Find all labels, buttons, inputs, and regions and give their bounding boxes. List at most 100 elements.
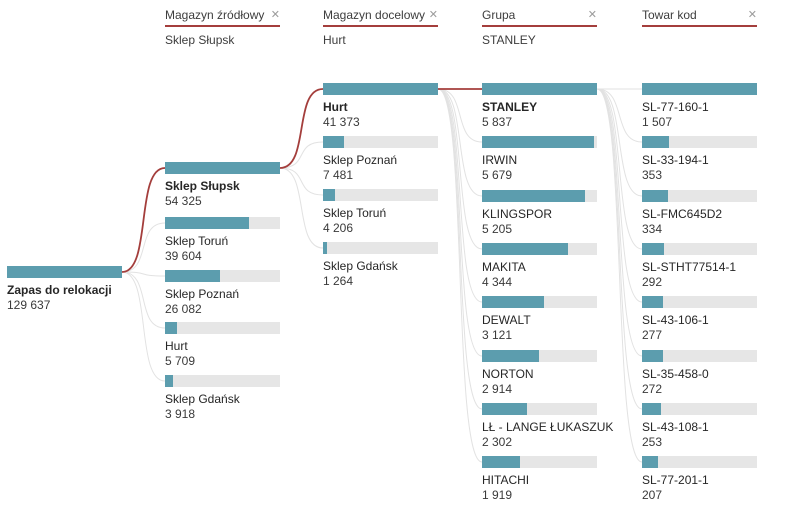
filter-selected-value: Hurt [323, 33, 346, 47]
filter-selected-value [642, 33, 757, 47]
tree-node[interactable]: Sklep Toruń 39 604 [165, 217, 280, 263]
connector-line [437, 88, 483, 143]
tree-node[interactable]: SL-33-194-1 353 [642, 136, 757, 182]
node-bar [323, 136, 438, 148]
tree-node[interactable]: Sklep Gdańsk 3 918 [165, 375, 280, 421]
tree-node[interactable]: Hurt 5 709 [165, 322, 280, 368]
tree-node[interactable]: LŁ - LANGE ŁUKASZUK 2 302 [482, 403, 614, 449]
filter-field-label: Towar kod [642, 8, 697, 22]
tree-node[interactable]: SL-STHT77514-1 292 [642, 243, 757, 289]
node-label: DEWALT [482, 313, 531, 327]
tree-node[interactable]: SL-77-160-1 1 507 [642, 83, 757, 129]
node-bar [323, 83, 438, 95]
filter-selected-value: STANLEY [482, 33, 536, 47]
node-label: KLINGSPOR [482, 207, 553, 221]
filter-title-row: Towar kod ✕ [642, 8, 757, 27]
tree-node[interactable]: SL-43-106-1 277 [642, 296, 757, 342]
node-value: 277 [642, 328, 663, 342]
node-label: LŁ - LANGE ŁUKASZUK [482, 420, 614, 434]
filter-field-label: Grupa [482, 8, 516, 22]
close-icon[interactable]: ✕ [747, 8, 757, 21]
connector-line [596, 88, 643, 197]
node-bar-fill [642, 243, 665, 255]
close-icon[interactable]: ✕ [587, 8, 597, 21]
tree-node[interactable]: STANLEY 5 837 [482, 83, 597, 129]
node-bar [642, 190, 757, 202]
node-label: Hurt [165, 339, 188, 353]
connector-line [121, 222, 166, 273]
node-bar [482, 403, 597, 415]
node-bar-fill [482, 190, 585, 202]
tree-node[interactable]: HITACHI 1 919 [482, 456, 597, 502]
tree-node[interactable]: NORTON 2 914 [482, 350, 597, 396]
tree-node[interactable]: MAKITA 4 344 [482, 243, 597, 289]
tree-node[interactable]: SL-77-201-1 207 [642, 456, 757, 502]
tree-node[interactable]: Sklep Poznań 26 082 [165, 270, 280, 316]
node-value: 272 [642, 382, 663, 396]
tree-node[interactable]: Sklep Toruń 4 206 [323, 189, 438, 235]
node-value: 253 [642, 435, 663, 449]
node-bar [482, 190, 597, 202]
node-value: 353 [642, 168, 663, 182]
node-label: Sklep Toruń [323, 206, 387, 220]
connector-line [596, 88, 643, 463]
node-bar [642, 456, 757, 468]
tree-node[interactable]: SL-FMC645D2 334 [642, 190, 757, 236]
node-label: Hurt [323, 100, 348, 114]
close-icon[interactable]: ✕ [270, 8, 280, 21]
connector-line [596, 88, 643, 143]
node-label: HITACHI [482, 473, 530, 487]
tree-node[interactable]: DEWALT 3 121 [482, 296, 597, 342]
connector-line [437, 88, 483, 250]
node-value: 292 [642, 275, 663, 289]
node-bar [165, 217, 280, 229]
tree-node[interactable]: SL-43-108-1 253 [642, 403, 757, 449]
node-value: 1 919 [482, 488, 513, 502]
node-value: 1 507 [642, 115, 673, 129]
node-value: 334 [642, 222, 663, 236]
node-bar-fill [482, 83, 597, 95]
tree-node[interactable]: SL-35-458-0 272 [642, 350, 757, 396]
node-label: SL-43-106-1 [642, 313, 709, 327]
node-bar [323, 242, 438, 254]
connector-line [596, 88, 643, 250]
connector-line [279, 167, 324, 196]
node-value: 5 709 [165, 354, 196, 368]
tree-node[interactable]: KLINGSPOR 5 205 [482, 190, 597, 236]
close-icon[interactable]: ✕ [428, 8, 438, 21]
selected-path-connector [279, 88, 324, 169]
node-value: 207 [642, 488, 663, 502]
connector-line [437, 88, 483, 410]
tree-node[interactable]: Sklep Poznań 7 481 [323, 136, 438, 182]
root-node[interactable]: Zapas do relokacji 129 637 [7, 266, 122, 312]
node-bar-fill [482, 350, 540, 362]
node-label: SL-STHT77514-1 [642, 260, 737, 274]
node-bar-fill [165, 375, 174, 387]
node-bar-fill [482, 403, 528, 415]
tree-node[interactable]: Sklep Gdańsk 1 264 [323, 242, 438, 288]
node-label: Sklep Słupsk [165, 179, 240, 193]
node-bar-fill [642, 456, 658, 468]
node-label: SL-33-194-1 [642, 153, 709, 167]
node-value: 5 205 [482, 222, 513, 236]
node-bar-fill [323, 242, 327, 254]
node-label: Sklep Poznań [165, 287, 240, 301]
node-bar [482, 296, 597, 308]
node-bar [642, 403, 757, 415]
connector-line [279, 141, 324, 169]
node-bar [642, 83, 757, 95]
filter-field-label: Magazyn źródłowy [165, 8, 265, 22]
filter-title-row: Magazyn docelowy ✕ [323, 8, 438, 27]
node-bar-fill [642, 403, 662, 415]
filter-header: Towar kod ✕ [642, 8, 757, 47]
tree-node[interactable]: Hurt 41 373 [323, 83, 438, 129]
node-value: 39 604 [165, 249, 202, 263]
tree-node[interactable]: Sklep Słupsk 54 325 [165, 162, 280, 208]
node-bar-fill [165, 162, 280, 174]
node-value: 54 325 [165, 194, 202, 208]
filter-header: Magazyn źródłowy ✕ Sklep Słupsk [165, 8, 280, 47]
tree-node[interactable]: IRWIN 5 679 [482, 136, 597, 182]
node-label: SL-77-201-1 [642, 473, 709, 487]
node-bar-fill [323, 189, 335, 201]
